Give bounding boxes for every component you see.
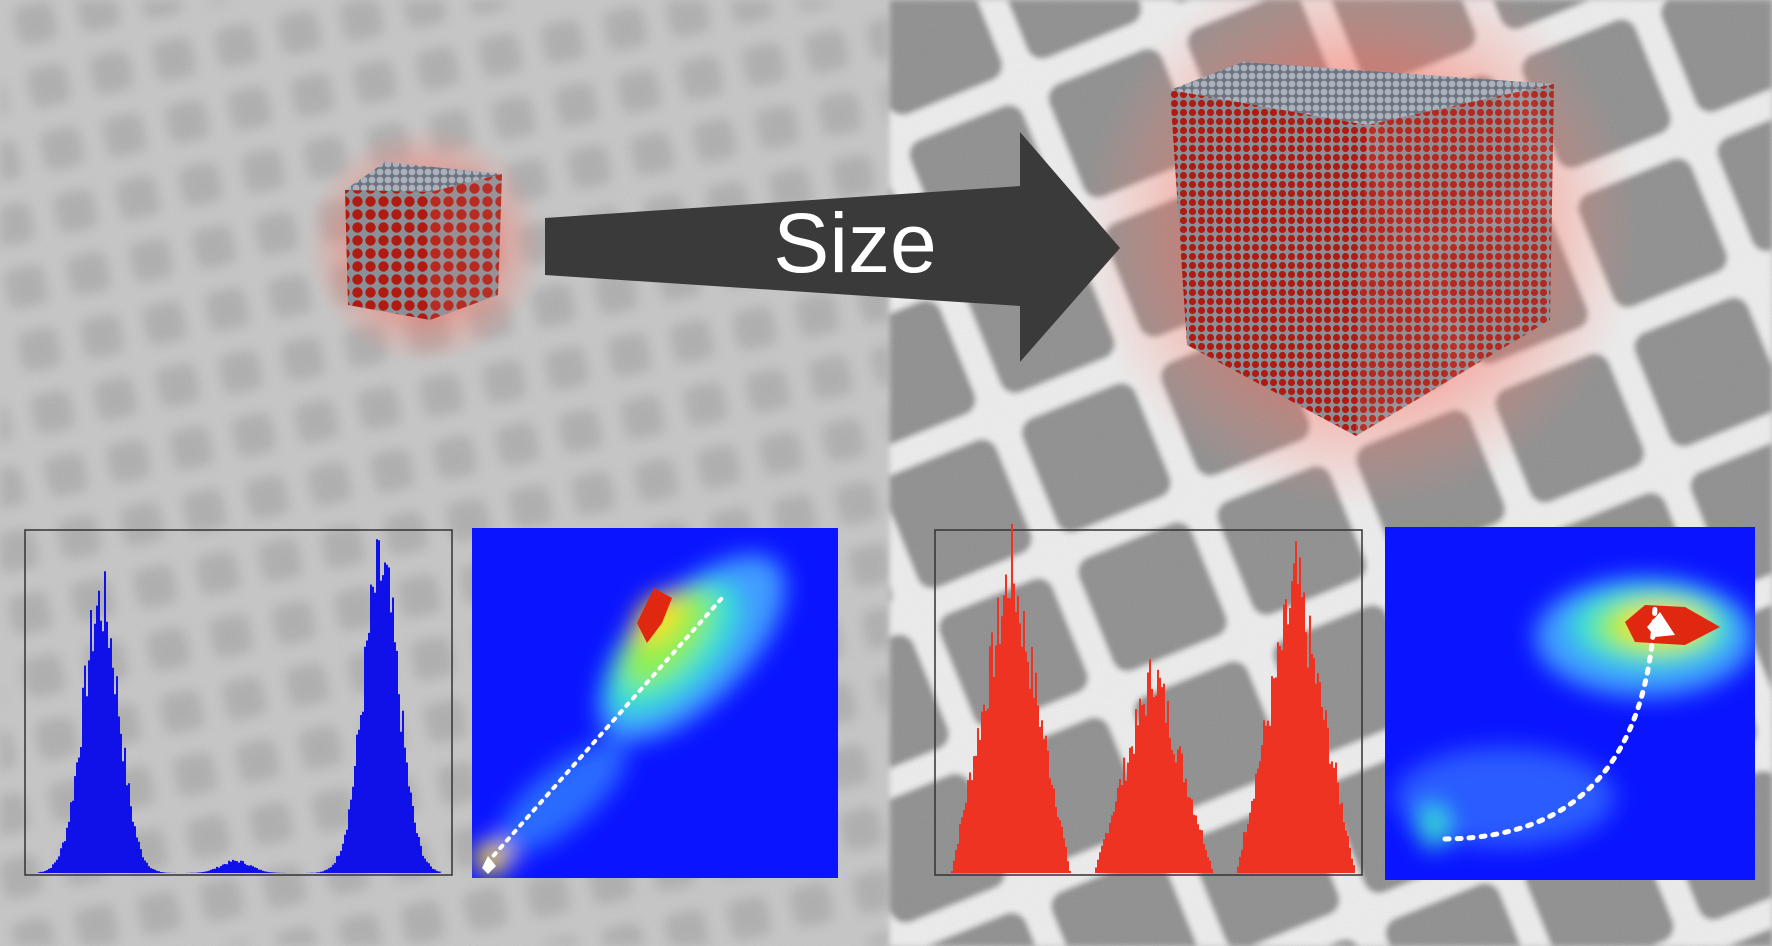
big-cube-front [1170, 90, 1367, 436]
heat-blob [497, 741, 627, 855]
small-cube-top [345, 162, 502, 192]
arrow-label: Size [773, 196, 936, 290]
heat-peak [637, 588, 672, 643]
histogram-frame [934, 529, 1363, 876]
heat-marker [1647, 612, 1675, 637]
heatmap-left [472, 528, 838, 878]
histogram-left [38, 539, 442, 873]
heat-blob [1395, 747, 1615, 847]
histogram-shape [38, 539, 442, 873]
trajectory [1442, 604, 1658, 842]
heat-blob [622, 588, 712, 688]
histogram-frame [24, 529, 453, 876]
heat-blob [1419, 805, 1447, 849]
arrow [545, 132, 1120, 362]
heatmap-right [1385, 527, 1755, 880]
trajectory [485, 596, 724, 865]
heat-peak [1625, 605, 1720, 645]
heat-marker [482, 856, 496, 874]
big-cube-side [1356, 84, 1554, 436]
small-cube-side [430, 174, 502, 320]
histogram-shape [945, 523, 1357, 873]
big-cube-top [1170, 62, 1554, 125]
histogram-right [945, 523, 1357, 873]
small-cube-front [345, 190, 430, 320]
